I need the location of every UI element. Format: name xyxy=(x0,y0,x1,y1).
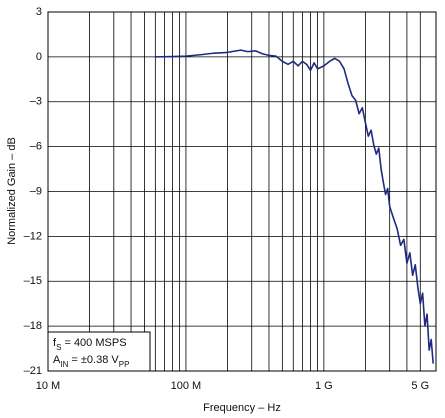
y-tick-label: 3 xyxy=(36,6,42,18)
y-tick-label: 0 xyxy=(36,51,42,63)
y-tick-label: –15 xyxy=(24,275,42,287)
y-tick-label: –3 xyxy=(30,96,42,108)
y-axis-label: Normalized Gain – dB xyxy=(6,137,18,245)
annotation-part: = ±0.38 V xyxy=(68,354,119,366)
x-tick-label: 100 M xyxy=(171,380,202,392)
annotation-part: A xyxy=(53,354,61,366)
annotation-part: = 400 MSPS xyxy=(61,337,126,349)
y-tick-label: –12 xyxy=(24,230,42,242)
x-tick-label: 1 G xyxy=(315,380,333,392)
line-series xyxy=(155,49,434,364)
annotation-part: S xyxy=(56,343,61,352)
y-tick-label: –21 xyxy=(24,365,42,377)
annotation-box xyxy=(47,331,151,372)
annotation-part: f xyxy=(53,337,57,349)
x-tick-label: 10 M xyxy=(36,380,60,392)
x-tick-label: 5 G xyxy=(411,380,429,392)
annotation: fS = 400 MSPS xyxy=(53,337,127,352)
y-tick-label: –9 xyxy=(30,185,42,197)
annotation-part: IN xyxy=(60,360,68,369)
annotation: AIN = ±0.38 VPP xyxy=(53,354,129,369)
x-axis-label: Frequency – Hz xyxy=(203,402,281,414)
y-tick-label: –18 xyxy=(24,320,42,332)
annotation-part: PP xyxy=(119,360,130,369)
y-tick-label: –6 xyxy=(30,141,42,153)
plot-frame xyxy=(47,11,437,372)
